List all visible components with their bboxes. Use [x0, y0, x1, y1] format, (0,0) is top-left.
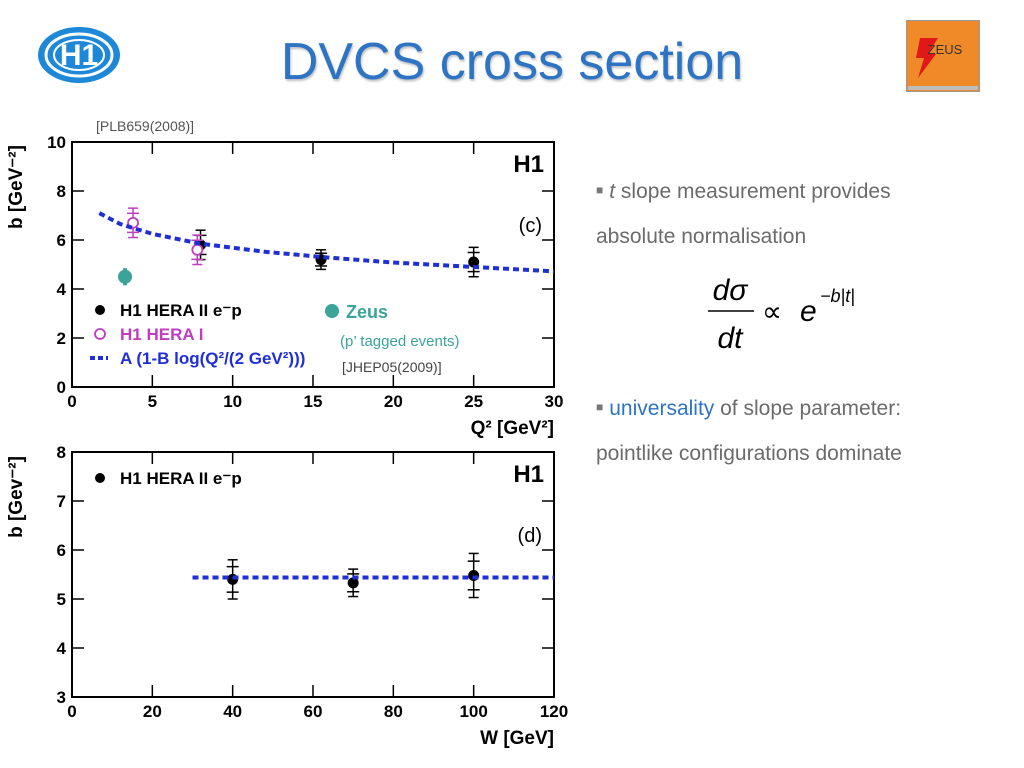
- slope-formula: dσ dt ∝ e −b|t|: [708, 274, 855, 355]
- svg-text:ZEUS: ZEUS: [928, 42, 963, 57]
- c-zeus-subtext: (p’ tagged events): [340, 333, 460, 350]
- c-ytick-label: 4: [57, 280, 67, 299]
- bullet-item-universality: ■ universality of slope parameter: pointl…: [596, 397, 902, 465]
- d-legend-marker: [95, 473, 105, 483]
- bullet-list: ■ t slope measurement provides absolute n…: [596, 168, 1016, 476]
- d-xtick-label: 100: [459, 702, 487, 721]
- c-xtick-label: 5: [148, 392, 157, 411]
- c-zeus-reference: [JHEP05(2009)]: [342, 359, 442, 375]
- d-panel-label: (d): [518, 525, 542, 547]
- c-point: [468, 256, 480, 268]
- svg-text:H1: H1: [60, 39, 98, 72]
- d-point: [347, 577, 359, 589]
- c-ytick-label: 2: [57, 329, 66, 348]
- c-legend-entry: H1 HERA I: [120, 325, 203, 344]
- d-xtick-label: 0: [67, 702, 76, 721]
- c-legend-entry: H1 HERA II e⁻p: [120, 301, 242, 320]
- c-point-open: [191, 243, 204, 256]
- chart-q2: 0 5 10 15 20 25 30 0 2 4 6 8 10 Q² [GeV²] b [GeV⁻²] H1 (…: [6, 133, 564, 439]
- d-xtick-label: 60: [304, 702, 323, 721]
- c-legend-marker: [95, 305, 105, 315]
- zeus-logo: ZEUS: [906, 20, 980, 92]
- d-xtick-label: 20: [143, 702, 162, 721]
- d-xtick-label: 120: [540, 702, 568, 721]
- d-ylabel: b [Gev⁻²]: [6, 456, 27, 538]
- page-title: DVCS cross section: [280, 33, 744, 91]
- svg-text:e: e: [800, 295, 817, 328]
- svg-text:dσ: dσ: [713, 274, 750, 307]
- c-xtick-label: 30: [545, 392, 564, 411]
- bullet-item-slope: ■ t slope measurement provides absolute n…: [596, 180, 891, 248]
- svg-text:dt: dt: [717, 322, 744, 355]
- d-ytick-label: 4: [57, 639, 67, 658]
- c-xtick-label: 15: [304, 392, 323, 411]
- c-xtick-label: 0: [67, 392, 76, 411]
- c-zeus-label: Zeus: [346, 302, 388, 322]
- c-legend-entry: A (1-B log(Q²/(2 GeV²))): [120, 349, 305, 368]
- d-xlabel: W [GeV]: [480, 728, 554, 749]
- svg-text:∝: ∝: [762, 296, 782, 327]
- c-zeus-legend-marker: [325, 304, 339, 318]
- c-legend-marker: [94, 328, 106, 340]
- d-frame: [71, 451, 555, 698]
- d-ytick-label: 3: [57, 688, 66, 707]
- d-ytick-label: 8: [57, 443, 66, 462]
- c-panel-label: (c): [519, 215, 542, 237]
- c-xtick-label: 20: [384, 392, 403, 411]
- d-xtick-label: 80: [384, 702, 403, 721]
- c-xtick-label: 25: [464, 392, 483, 411]
- c-zeus-point: [118, 269, 133, 284]
- c-ytick-label: 6: [57, 231, 66, 250]
- c-ylabel: b [GeV⁻²]: [6, 145, 27, 229]
- h1-logo: H1: [38, 27, 120, 83]
- d-ytick-label: 5: [57, 590, 66, 609]
- c-ytick-label: 10: [47, 133, 66, 152]
- d-ytick-label: 6: [57, 541, 66, 560]
- d-xtick-label: 40: [223, 702, 242, 721]
- d-legend-entry: H1 HERA II e⁻p: [120, 469, 242, 488]
- c-fit-curve: [98, 211, 555, 274]
- d-ytick-label: 7: [57, 492, 66, 511]
- c-xlabel: Q² [GeV²]: [471, 418, 554, 439]
- c-ytick-label: 8: [57, 182, 66, 201]
- chart-w: 0 20 40 60 80 100 120 3 4 5 6 7 8 W [GeV] b [Gev⁻²] H1 (…: [6, 443, 568, 749]
- c-ytick-label: 0: [57, 378, 66, 397]
- reference-plb: [PLB659(2008)]: [96, 118, 195, 134]
- c-xtick-label: 10: [223, 392, 242, 411]
- c-experiment-label: H1: [513, 151, 544, 178]
- d-experiment-label: H1: [513, 461, 544, 488]
- svg-text:−b|t|: −b|t|: [820, 286, 855, 306]
